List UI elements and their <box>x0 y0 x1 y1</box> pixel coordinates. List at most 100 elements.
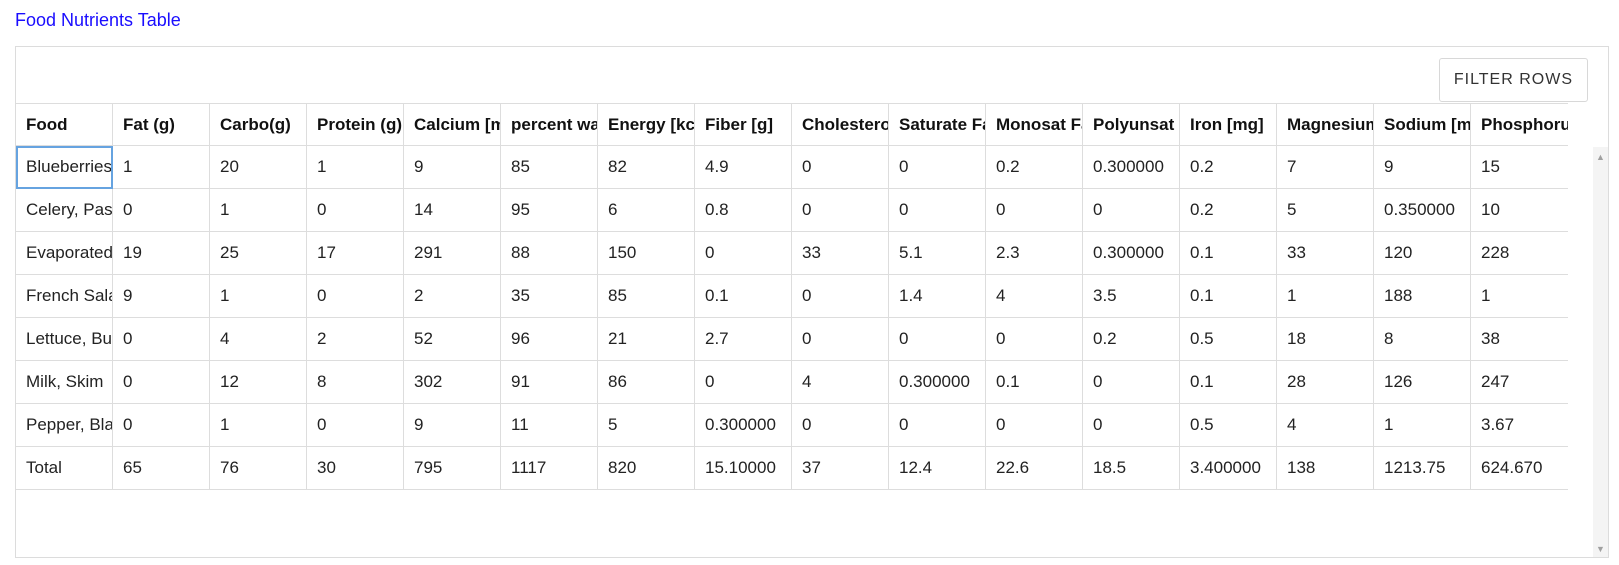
grid-cell[interactable]: 5.1 <box>889 232 986 275</box>
grid-cell[interactable]: 1 <box>1277 275 1374 318</box>
row-label-cell[interactable]: French Salad Dressing <box>16 275 113 318</box>
grid-cell[interactable]: 20 <box>210 146 307 189</box>
scroll-down-icon[interactable]: ▼ <box>1596 544 1605 554</box>
grid-cell[interactable]: 33 <box>792 232 889 275</box>
row-label-cell[interactable]: Celery, Pascal <box>16 189 113 232</box>
grid-cell[interactable]: 0 <box>307 275 404 318</box>
grid-cell[interactable]: 0 <box>986 318 1083 361</box>
row-label-cell[interactable]: Evaporated Milk <box>16 232 113 275</box>
grid-cell[interactable]: 10 <box>1471 189 1568 232</box>
grid-cell[interactable]: 0 <box>695 361 792 404</box>
grid-cell[interactable]: 15 <box>1471 146 1568 189</box>
grid-cell[interactable]: 0 <box>113 361 210 404</box>
grid-cell[interactable]: 22.6 <box>986 447 1083 490</box>
grid-cell[interactable]: 0.350000 <box>1374 189 1471 232</box>
grid-cell[interactable]: 624.670 <box>1471 447 1568 490</box>
grid-cell[interactable]: 4 <box>986 275 1083 318</box>
filter-rows-button[interactable]: FILTER ROWS <box>1438 58 1588 102</box>
grid-cell[interactable]: 188 <box>1374 275 1471 318</box>
column-header[interactable]: Sodium [mg] <box>1374 103 1471 146</box>
grid-cell[interactable]: 0.1 <box>1180 275 1277 318</box>
grid-cell[interactable]: 30 <box>307 447 404 490</box>
grid-cell[interactable]: 2.3 <box>986 232 1083 275</box>
grid-cell[interactable]: 52 <box>404 318 501 361</box>
column-header[interactable]: Cholesterol <box>792 103 889 146</box>
grid-cell[interactable]: 795 <box>404 447 501 490</box>
grid-cell[interactable]: 0.5 <box>1180 404 1277 447</box>
column-header[interactable]: Fat (g) <box>113 103 210 146</box>
column-header[interactable]: Magnesium <box>1277 103 1374 146</box>
grid-cell[interactable]: 15.10000 <box>695 447 792 490</box>
grid-cell[interactable]: 82 <box>598 146 695 189</box>
grid-cell[interactable]: 9 <box>404 146 501 189</box>
grid-cell[interactable]: 28 <box>1277 361 1374 404</box>
grid-cell[interactable]: 3.400000 <box>1180 447 1277 490</box>
grid-cell[interactable]: 76 <box>210 447 307 490</box>
grid-cell[interactable]: 11 <box>501 404 598 447</box>
grid-cell[interactable]: 0.5 <box>1180 318 1277 361</box>
grid-cell[interactable]: 38 <box>1471 318 1568 361</box>
grid-cell[interactable]: 0 <box>889 146 986 189</box>
grid-cell[interactable]: 126 <box>1374 361 1471 404</box>
column-header[interactable]: Protein (g) <box>307 103 404 146</box>
grid-cell[interactable]: 0 <box>1083 404 1180 447</box>
column-header[interactable]: Energy [kcal] <box>598 103 695 146</box>
grid-cell[interactable]: 95 <box>501 189 598 232</box>
grid-cell[interactable]: 8 <box>1374 318 1471 361</box>
column-header[interactable]: Iron [mg] <box>1180 103 1277 146</box>
grid-cell[interactable]: 4 <box>1277 404 1374 447</box>
grid-cell[interactable]: 4 <box>210 318 307 361</box>
grid-cell[interactable]: 0.300000 <box>1083 146 1180 189</box>
grid-cell[interactable]: 91 <box>501 361 598 404</box>
grid-cell[interactable]: 6 <box>598 189 695 232</box>
grid-cell[interactable]: 65 <box>113 447 210 490</box>
grid-cell[interactable]: 85 <box>501 146 598 189</box>
grid-cell[interactable]: 21 <box>598 318 695 361</box>
grid-cell[interactable]: 0.300000 <box>1083 232 1180 275</box>
grid-cell[interactable]: 2 <box>307 318 404 361</box>
grid-cell[interactable]: 1 <box>210 189 307 232</box>
grid-cell[interactable]: 0 <box>792 189 889 232</box>
grid-cell[interactable]: 0.2 <box>986 146 1083 189</box>
vertical-scrollbar[interactable]: ▲ ▼ <box>1593 147 1608 557</box>
grid-cell[interactable]: 19 <box>113 232 210 275</box>
grid-cell[interactable]: 0.2 <box>1180 146 1277 189</box>
grid-cell[interactable]: 0 <box>889 189 986 232</box>
grid-cell[interactable]: 1 <box>307 146 404 189</box>
grid-cell[interactable]: 86 <box>598 361 695 404</box>
grid-cell[interactable]: 150 <box>598 232 695 275</box>
grid-cell[interactable]: 1.4 <box>889 275 986 318</box>
grid-cell[interactable]: 1 <box>1471 275 1568 318</box>
grid-cell[interactable]: 0.8 <box>695 189 792 232</box>
grid-cell[interactable]: 18 <box>1277 318 1374 361</box>
grid-cell[interactable]: 12 <box>210 361 307 404</box>
grid-cell[interactable]: 0.1 <box>1180 361 1277 404</box>
grid-cell[interactable]: 4.9 <box>695 146 792 189</box>
grid-cell[interactable]: 0 <box>792 318 889 361</box>
row-label-cell[interactable]: Milk, Skim <box>16 361 113 404</box>
grid-cell[interactable]: 88 <box>501 232 598 275</box>
grid-cell[interactable]: 5 <box>1277 189 1374 232</box>
row-label-cell[interactable]: Pepper, Black <box>16 404 113 447</box>
grid-cell[interactable]: 2 <box>404 275 501 318</box>
grid-cell[interactable]: 0.2 <box>1180 189 1277 232</box>
column-header[interactable]: Polyunsat <box>1083 103 1180 146</box>
grid-cell[interactable]: 0 <box>307 189 404 232</box>
column-header[interactable]: Saturate Fat <box>889 103 986 146</box>
grid-cell[interactable]: 1 <box>210 275 307 318</box>
grid-cell[interactable]: 96 <box>501 318 598 361</box>
grid-cell[interactable]: 9 <box>1374 146 1471 189</box>
grid-cell[interactable]: 0 <box>792 275 889 318</box>
grid-cell[interactable]: 5 <box>598 404 695 447</box>
grid-cell[interactable]: 0 <box>1083 361 1180 404</box>
page-title[interactable]: Food Nutrients Table <box>15 10 181 30</box>
grid-cell[interactable]: 120 <box>1374 232 1471 275</box>
grid-cell[interactable]: 1213.75 <box>1374 447 1471 490</box>
grid-cell[interactable]: 247 <box>1471 361 1568 404</box>
grid-cell[interactable]: 2.7 <box>695 318 792 361</box>
column-header[interactable]: Calcium [mg] <box>404 103 501 146</box>
grid-cell[interactable]: 138 <box>1277 447 1374 490</box>
grid-cell[interactable]: 1 <box>1374 404 1471 447</box>
grid-cell[interactable]: 18.5 <box>1083 447 1180 490</box>
grid-cell[interactable]: 25 <box>210 232 307 275</box>
